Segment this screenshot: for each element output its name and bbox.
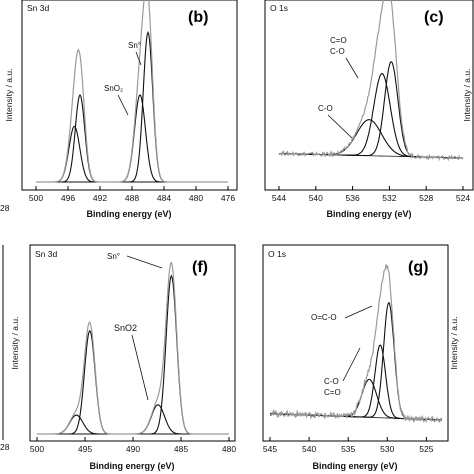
panel-f-region: Sn 3d — [35, 249, 57, 259]
panel-g-ylabel: Intensity / a.u. — [449, 317, 459, 370]
x-tick-label: 476 — [221, 193, 235, 203]
envelope-curve — [36, 0, 228, 183]
component-peak-C=O — [279, 73, 463, 159]
panel-b-label: (b) — [188, 9, 208, 26]
x-tick-label: 532 — [382, 193, 396, 203]
x-tick-label: 536 — [346, 193, 360, 203]
panel-c-ylabel: Intensity / a.u. — [462, 69, 472, 122]
panel-b-xticks: 500 496 492 488 484 480 476 — [29, 186, 235, 203]
component-peak-O=C-O — [270, 301, 442, 421]
panel-f: Sn 3d (f) Intensity / a.u. Binding energ… — [10, 244, 236, 471]
x-tick-label: 530 — [380, 444, 394, 454]
panel-b-frame — [21, 0, 238, 191]
component-peak-C-O — [279, 119, 463, 159]
panel-b-ann-sn0: Sn° — [128, 41, 141, 50]
panel-c-region: O 1s — [270, 3, 288, 13]
panel-g-arrow-o-c-o — [344, 305, 373, 319]
component-peak-SnO2 — [37, 414, 229, 435]
edge-fragment-top: 28 — [0, 203, 10, 213]
x-tick-label: 524 — [456, 193, 470, 203]
panel-g-curves — [269, 264, 443, 424]
envelope-curve — [278, 0, 464, 162]
panel-b-arrow-sno2 — [117, 94, 129, 116]
panel-g-ann-c-double-o: C=O — [324, 388, 341, 397]
panel-c-xticks: 544 540 536 532 528 524 — [272, 186, 470, 203]
panel-f-xticks: 500 495 490 485 480 — [30, 437, 236, 454]
panel-c-frame — [264, 0, 474, 191]
x-tick-label: 525 — [419, 444, 433, 454]
component-peak-Sn° — [37, 274, 229, 435]
panel-g-xlabel: Binding energy (eV) — [312, 461, 397, 471]
x-tick-label: 488 — [125, 193, 139, 203]
panel-c-arrow-2 — [327, 114, 353, 139]
panel-b-curves — [36, 0, 228, 183]
component-peak-Sn° — [37, 329, 229, 435]
x-tick-label: 490 — [126, 444, 140, 454]
panel-c-curves — [278, 0, 464, 162]
envelope-curve — [37, 261, 229, 435]
panel-f-ann-sno2: SnO2 — [114, 323, 137, 333]
x-tick-label: 500 — [30, 444, 44, 454]
panel-g: O 1s (g) Intensity / a.u. Binding energy… — [262, 244, 459, 471]
panel-b: Sn 3d (b) Intensity / a.u. Binding energ… — [4, 0, 238, 219]
panel-c-label: (c) — [424, 9, 444, 26]
panel-g-frame — [262, 244, 449, 442]
x-tick-label: 528 — [419, 193, 433, 203]
panel-b-arrow-sn0 — [135, 51, 142, 66]
panel-f-arrow-sno2 — [131, 334, 149, 401]
panel-f-arrow-sn0 — [126, 255, 163, 269]
panel-c-ann-c-o-1: C-O — [330, 47, 345, 56]
panel-f-xlabel: Binding energy (eV) — [89, 461, 174, 471]
panel-c-xlabel: Binding energy (eV) — [326, 209, 411, 219]
panel-g-ann-o-c-o: O=C-O — [311, 313, 337, 322]
x-tick-label: 480 — [222, 444, 236, 454]
x-tick-label: 544 — [272, 193, 286, 203]
x-tick-label: 500 — [29, 193, 43, 203]
panel-f-label: (f) — [192, 259, 208, 276]
panel-f-curves — [37, 261, 229, 435]
panel-c: O 1s (c) Intensity / a.u. Binding energy… — [264, 0, 474, 219]
panel-b-ylabel: Intensity / a.u. — [4, 69, 14, 122]
x-tick-label: 485 — [174, 444, 188, 454]
panel-g-label: (g) — [408, 259, 428, 276]
x-tick-label: 495 — [78, 444, 92, 454]
panel-f-ylabel: Intensity / a.u. — [10, 317, 20, 370]
panel-g-xticks: 545 540 535 530 525 — [263, 437, 434, 454]
component-peak-C-O — [279, 61, 463, 159]
panel-g-arrow-c-o — [342, 347, 361, 382]
panel-b-xlabel: Binding energy (eV) — [86, 209, 171, 219]
x-tick-label: 540 — [302, 444, 316, 454]
panel-b-region: Sn 3d — [27, 3, 49, 13]
x-tick-label: 545 — [263, 444, 277, 454]
edge-fragment-bottom: 28 — [0, 442, 10, 452]
panel-f-ann-sn0: Sn° — [107, 252, 120, 261]
panel-c-ann-c-o-2: C-O — [318, 104, 333, 113]
x-tick-label: 492 — [93, 193, 107, 203]
panel-g-ann-c-o: C-O — [324, 377, 339, 386]
x-tick-label: 535 — [341, 444, 355, 454]
component-peak-Sn° — [36, 30, 228, 183]
panel-c-ann-c-double-o: C=O — [330, 36, 347, 45]
panel-g-region: O 1s — [268, 249, 286, 259]
x-tick-label: 480 — [189, 193, 203, 203]
panel-c-arrow-1 — [345, 57, 359, 79]
x-tick-label: 484 — [157, 193, 171, 203]
x-tick-label: 540 — [309, 193, 323, 203]
x-tick-label: 496 — [61, 193, 75, 203]
envelope-curve — [269, 264, 443, 424]
panel-b-ann-sno2: SnO₂ — [104, 84, 123, 93]
